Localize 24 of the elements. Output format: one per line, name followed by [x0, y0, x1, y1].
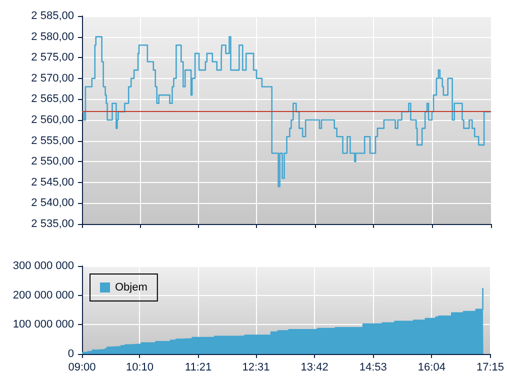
y-tick-label: 2 535,00 — [31, 218, 74, 230]
y-tick-label: 2 545,00 — [31, 176, 74, 188]
y-tick-label: 2 555,00 — [31, 134, 74, 147]
x-tick-label: 17:15 — [476, 362, 504, 374]
y-tick-label: 2 570,00 — [31, 72, 74, 84]
y-tick-label: 2 540,00 — [31, 197, 74, 210]
y-tick-label: 300 000 000 — [12, 260, 74, 272]
x-tick-label: 16:04 — [418, 362, 446, 374]
y-tick-label: 200 000 000 — [12, 289, 74, 302]
y-tick-label: 2 575,00 — [31, 52, 74, 64]
x-tick-label: 10:10 — [126, 362, 154, 374]
x-tick-label: 14:53 — [359, 362, 387, 374]
y-tick-label: 0 — [68, 348, 74, 360]
x-tick-label: 11:21 — [184, 362, 212, 374]
x-tick-label: 09:00 — [68, 362, 96, 374]
y-tick-label: 2 565,00 — [31, 93, 74, 106]
y-tick-label: 100 000 000 — [12, 318, 74, 331]
x-tick-label: 13:42 — [300, 362, 328, 374]
y-tick-label: 2 560,00 — [31, 114, 74, 126]
x-tick-label: 12:31 — [242, 362, 270, 374]
y-tick-label: 2 550,00 — [31, 156, 74, 168]
legend-label: Objem — [115, 282, 148, 294]
y-tick-label: 2 580,00 — [31, 30, 74, 43]
y-tick-label: 2 585,00 — [31, 10, 74, 22]
